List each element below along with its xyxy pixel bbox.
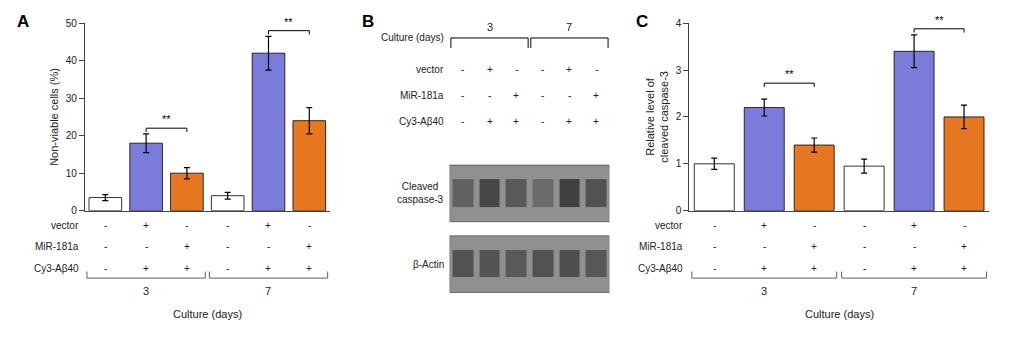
svg-text:-: - [863,220,866,231]
svg-text:-: - [763,241,766,252]
svg-text:3: 3 [487,21,493,33]
svg-text:+: + [593,116,599,127]
svg-text:+: + [184,263,190,274]
svg-text:vector: vector [655,220,683,231]
svg-text:-: - [461,90,464,101]
svg-text:-: - [145,241,148,252]
svg-text:C: C [636,12,648,31]
svg-text:MiR-181a: MiR-181a [639,241,683,252]
svg-text:0: 0 [676,205,682,216]
svg-text:-: - [461,64,464,75]
svg-text:+: + [143,220,149,231]
svg-text:-: - [104,241,107,252]
svg-text:Cy3-Aβ40: Cy3-Aβ40 [638,263,683,274]
svg-text:+: + [761,263,767,274]
svg-text:-: - [104,220,107,231]
svg-text:+: + [306,263,312,274]
svg-text:+: + [761,220,767,231]
svg-text:-: - [863,241,866,252]
svg-text:+: + [911,220,917,231]
svg-text:Culture (days): Culture (days) [173,308,242,320]
svg-text:**: ** [785,68,794,80]
svg-text:+: + [961,263,967,274]
svg-text:3: 3 [676,65,682,76]
svg-text:-: - [713,263,716,274]
svg-text:Relative level ofcleaved caspa: Relative level ofcleaved caspase-3 [644,71,670,163]
svg-text:**: ** [162,113,171,125]
svg-text:1: 1 [676,158,682,169]
svg-text:β-Actin: β-Actin [413,259,444,270]
svg-text:50: 50 [66,18,78,29]
svg-text:4: 4 [676,18,682,29]
svg-text:**: ** [284,16,293,28]
svg-text:-: - [963,220,966,231]
svg-text:+: + [265,220,271,231]
svg-text:+: + [487,116,493,127]
svg-text:**: ** [935,14,944,26]
svg-text:vector: vector [51,220,79,231]
svg-text:-: - [226,220,229,231]
svg-text:-: - [308,220,311,231]
svg-text:-: - [267,241,270,252]
svg-text:-: - [541,64,544,75]
svg-text:-: - [595,64,598,75]
svg-text:+: + [513,116,519,127]
svg-text:Cy3-Aβ40: Cy3-Aβ40 [34,263,79,274]
svg-text:-: - [104,263,107,274]
svg-text:+: + [811,263,817,274]
svg-text:+: + [911,263,917,274]
svg-text:-: - [813,220,816,231]
svg-text:MiR-181a: MiR-181a [400,90,444,101]
svg-text:-: - [515,64,518,75]
svg-text:Culture (days): Culture (days) [805,308,874,320]
svg-text:+: + [306,241,312,252]
svg-text:+: + [184,241,190,252]
svg-text:-: - [488,90,491,101]
svg-text:-: - [461,116,464,127]
svg-text:+: + [143,263,149,274]
svg-text:-: - [541,90,544,101]
svg-text:+: + [566,116,572,127]
svg-text:+: + [487,64,493,75]
svg-text:-: - [541,116,544,127]
svg-text:Cy3-Aβ40: Cy3-Aβ40 [399,116,444,127]
svg-text:-: - [863,263,866,274]
svg-text:+: + [566,64,572,75]
svg-text:20: 20 [66,130,78,141]
svg-text:Cleavedcaspase-3: Cleavedcaspase-3 [397,181,444,205]
svg-text:40: 40 [66,55,78,66]
svg-text:3: 3 [761,285,767,297]
svg-text:-: - [713,241,716,252]
svg-text:7: 7 [911,285,917,297]
svg-text:+: + [513,90,519,101]
svg-text:-: - [226,241,229,252]
svg-text:7: 7 [265,285,271,297]
svg-text:-: - [913,241,916,252]
svg-text:B: B [362,12,374,31]
svg-text:30: 30 [66,93,78,104]
svg-text:7: 7 [566,21,572,33]
svg-text:-: - [568,90,571,101]
svg-text:+: + [593,90,599,101]
svg-text:-: - [226,263,229,274]
svg-text:vector: vector [416,64,444,75]
svg-text:3: 3 [143,285,149,297]
svg-text:-: - [713,220,716,231]
svg-text:MiR-181a: MiR-181a [35,241,79,252]
svg-text:Culture (days): Culture (days) [381,32,444,43]
svg-text:10: 10 [66,168,78,179]
svg-text:A: A [17,12,29,31]
svg-text:+: + [811,241,817,252]
svg-text:+: + [961,241,967,252]
svg-text:Non-viable cells (%): Non-viable cells (%) [48,68,60,166]
svg-text:-: - [185,220,188,231]
svg-text:+: + [265,263,271,274]
svg-text:2: 2 [676,111,682,122]
svg-text:0: 0 [71,205,77,216]
